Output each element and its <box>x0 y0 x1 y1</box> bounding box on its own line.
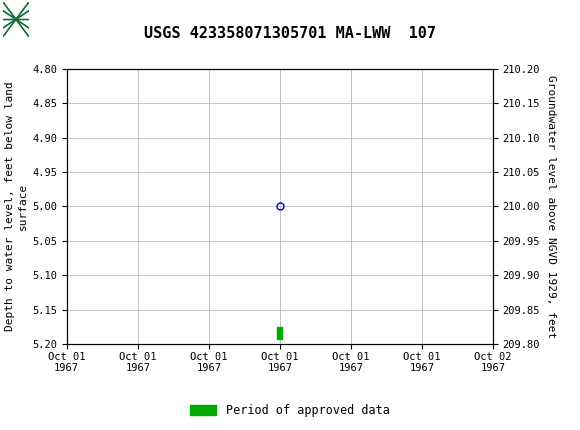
Y-axis label: Depth to water level, feet below land
surface: Depth to water level, feet below land su… <box>5 82 28 331</box>
Text: USGS: USGS <box>90 10 145 28</box>
Text: USGS 423358071305701 MA-LWW  107: USGS 423358071305701 MA-LWW 107 <box>144 26 436 41</box>
Bar <box>277 327 282 339</box>
Bar <box>3 2 78 37</box>
Y-axis label: Groundwater level above NGVD 1929, feet: Groundwater level above NGVD 1929, feet <box>546 75 556 338</box>
Legend: Period of approved data: Period of approved data <box>186 399 394 422</box>
